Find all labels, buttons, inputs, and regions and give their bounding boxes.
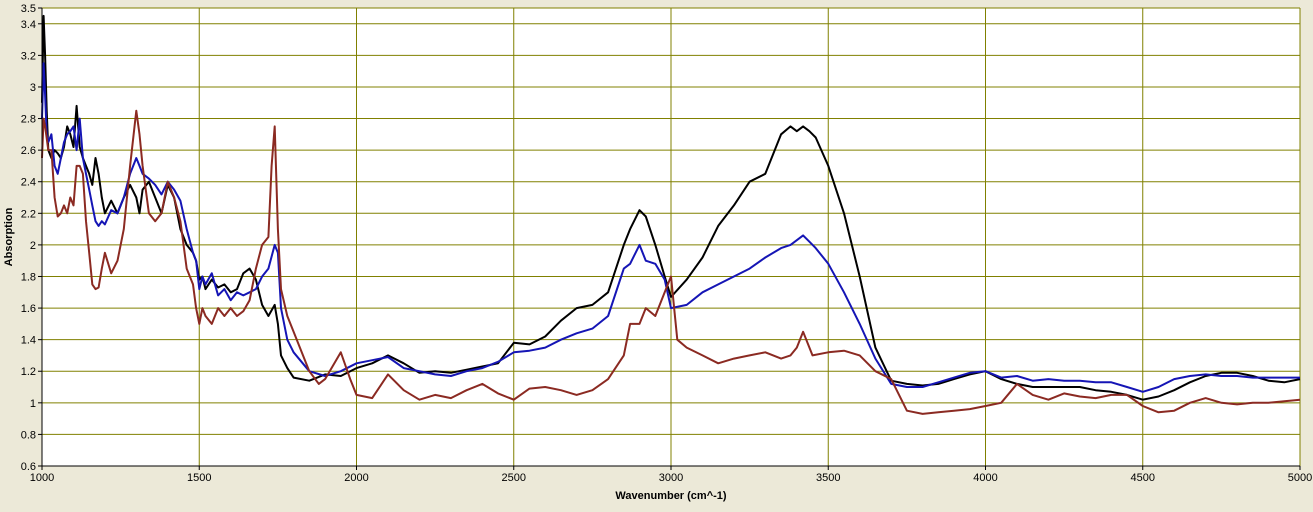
y-ticks: 0.6 0.8 1 1.2 1.4 1.6 1.8 2 2.2 2.4 2.6 2.8 3 3.2 3.4 3… (21, 3, 42, 473)
grid (42, 7, 1301, 466)
y-tick-label: 2.6 (21, 145, 36, 157)
y-tick-label: 0.6 (21, 461, 36, 473)
y-tick-label: 3.2 (21, 50, 36, 62)
y-tick-label: 1 (30, 398, 36, 410)
series-line-1 (41, 14, 1301, 401)
y-tick-label: 0.8 (21, 429, 36, 441)
series-line-2 (41, 62, 1300, 393)
y-tick-label: 2 (30, 240, 36, 252)
x-ticks: 1000 1500 2000 2500 3000 3500 4000 4500 5000 (30, 466, 1312, 484)
x-tick-label: 2500 (502, 472, 526, 484)
y-axis-title: Absorption (3, 207, 15, 266)
y-tick-label: 2.8 (21, 114, 36, 126)
x-tick-label: 1500 (187, 472, 211, 484)
y-tick-label: 3.4 (21, 19, 36, 31)
y-tick-label: 2.4 (21, 177, 36, 189)
x-axis-title: Wavenumber (cm^-1) (615, 490, 726, 502)
x-tick-label: 4000 (973, 472, 997, 484)
series-line-3 (41, 109, 1301, 415)
x-tick-label: 3000 (659, 472, 683, 484)
y-tick-label: 1.6 (21, 303, 36, 315)
y-tick-label: 2.2 (21, 208, 36, 220)
y-tick-label: 1.2 (21, 366, 36, 378)
x-tick-label: 3500 (816, 472, 840, 484)
x-tick-label: 5000 (1288, 472, 1312, 484)
x-tick-label: 2000 (344, 472, 368, 484)
x-tick-label: 1000 (30, 472, 54, 484)
y-tick-label: 3 (30, 82, 36, 94)
y-tick-label: 3.5 (21, 3, 36, 15)
x-tick-label: 4500 (1131, 472, 1155, 484)
y-tick-label: 1.4 (21, 335, 36, 347)
y-tick-label: 1.8 (21, 271, 36, 283)
series-layer (41, 14, 1301, 415)
